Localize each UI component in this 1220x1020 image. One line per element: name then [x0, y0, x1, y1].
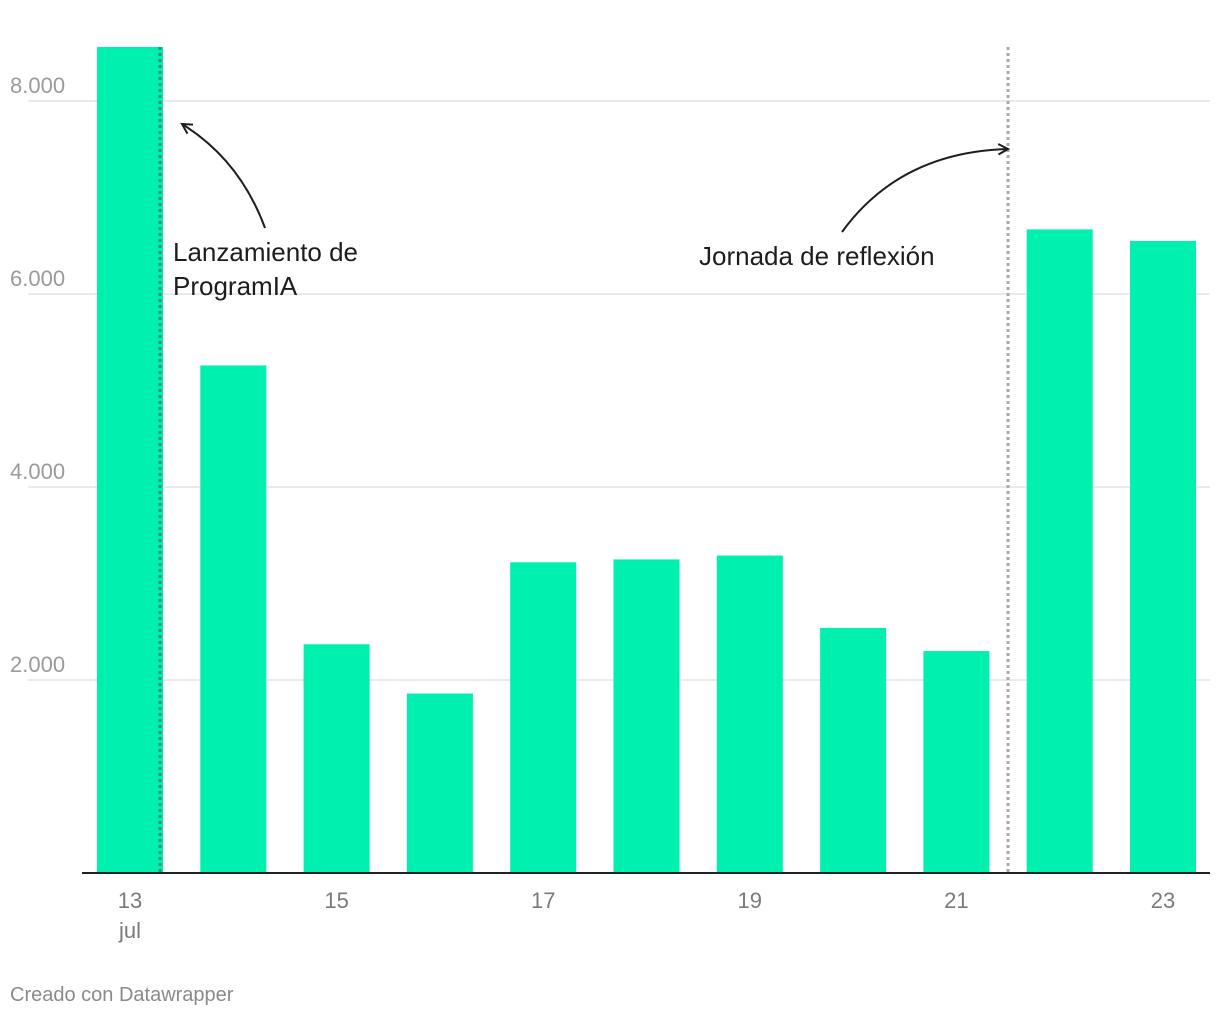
credit-text: Creado con Datawrapper	[10, 984, 234, 1006]
annotation-label-1: Lanzamiento de	[173, 237, 358, 267]
x-tick-label: 17	[531, 888, 555, 913]
annotation-arrow-2	[841, 148, 1009, 233]
annotation-label-2: Jornada de reflexión	[699, 241, 935, 271]
bar-22	[1026, 229, 1093, 874]
annotation-arrow-1	[181, 123, 266, 229]
bar-20	[820, 627, 887, 873]
x-tick-label: 23	[1151, 888, 1175, 913]
x-tick-label: 15	[324, 888, 348, 913]
bar-23	[1130, 240, 1196, 873]
x-tick-label: 19	[738, 888, 762, 913]
y-tick-label: 4.000	[10, 459, 65, 484]
y-tick-label: 8.000	[10, 73, 65, 98]
x-tick-label: jul	[118, 918, 141, 943]
annotation-arrowhead-1	[180, 122, 194, 135]
y-tick-label: 2.000	[10, 652, 65, 677]
bar-21	[923, 651, 990, 873]
annotation-arrowhead-2	[997, 143, 1011, 156]
bar-19	[716, 555, 783, 873]
bar-13	[97, 47, 163, 873]
bar-16	[406, 693, 473, 873]
y-tick-label: 6.000	[10, 266, 65, 291]
bar-chart: 2.000 4.000 6.000 8.000 13 jul 15 17 19 21 23 Lanza…	[10, 47, 1210, 943]
x-tick-label: 21	[944, 888, 968, 913]
bar-15	[303, 644, 370, 873]
annotation-label-1: ProgramIA	[173, 271, 298, 301]
bar-18	[613, 559, 680, 873]
x-tick-label: 13	[118, 888, 142, 913]
bar-17	[510, 562, 577, 873]
bar-14	[200, 365, 267, 873]
